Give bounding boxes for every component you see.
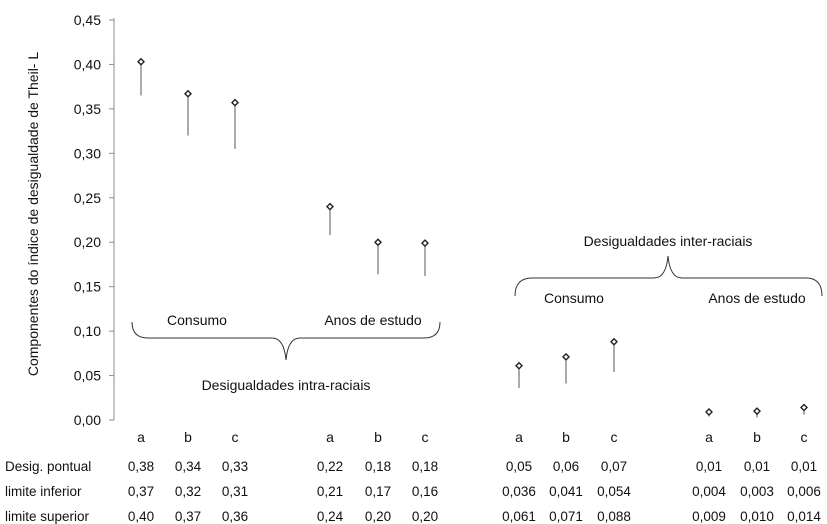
inter-anos-label: Anos de estudo <box>708 290 806 306</box>
y-axis-label: Componentes do índice de desigualdade de… <box>25 52 41 377</box>
category-label: a <box>515 429 523 445</box>
inter-consumo-label: Consumo <box>544 290 604 306</box>
table-cell: 0,006 <box>787 484 821 499</box>
category-label: c <box>422 429 429 445</box>
table-cell: 0,37 <box>175 509 201 524</box>
table-cell: 0,01 <box>744 459 770 474</box>
data-point-marker <box>374 238 382 247</box>
table-cell: 0,036 <box>502 484 536 499</box>
y-tick-label: 0,25 <box>74 190 101 206</box>
category-label: c <box>232 429 239 445</box>
y-tick-label: 0,10 <box>74 323 101 339</box>
group-braces: Consumo Anos de estudo Desigualdades intra… <box>131 233 823 393</box>
table-cell: 0,22 <box>317 459 343 474</box>
y-tick-label: 0,35 <box>74 101 101 117</box>
table-cell: 0,05 <box>506 459 532 474</box>
table-cell: 0,054 <box>597 484 631 499</box>
table-cell: 0,33 <box>222 459 248 474</box>
y-tick-label: 0,40 <box>74 56 101 72</box>
inter-group-label: Desigualdades inter-raciais <box>584 233 753 249</box>
table-cell: 0,014 <box>787 509 821 524</box>
table-cell: 0,07 <box>601 459 627 474</box>
y-tick-label: 0,30 <box>74 145 101 161</box>
table-cell: 0,004 <box>692 484 726 499</box>
table-cell: 0,061 <box>502 509 536 524</box>
data-point-marker <box>562 352 570 361</box>
intra-brace <box>131 321 441 361</box>
table-cell: 0,18 <box>365 459 391 474</box>
table-cell: 0,010 <box>740 509 774 524</box>
table-cell: 0,38 <box>128 459 154 474</box>
table-cell: 0,32 <box>175 484 201 499</box>
intra-group-label: Desigualdades intra-raciais <box>202 377 371 393</box>
data-point-marker <box>705 408 713 416</box>
data-point-marker <box>421 239 429 248</box>
category-label: a <box>705 429 713 445</box>
category-label: a <box>326 429 334 445</box>
data-point-marker <box>610 337 618 346</box>
table-cell: 0,20 <box>365 509 391 524</box>
inter-brace <box>514 255 823 297</box>
category-label: b <box>753 429 761 445</box>
table-cell: 0,009 <box>692 509 726 524</box>
table-cell: 0,37 <box>128 484 154 499</box>
table-cell: 0,36 <box>222 509 248 524</box>
table-row-label: limite superior <box>5 509 90 524</box>
y-tick-label: 0,20 <box>74 234 101 250</box>
data-point-marker <box>515 361 523 370</box>
table-cell: 0,21 <box>317 484 343 499</box>
table-cell: 0,20 <box>412 509 438 524</box>
table-cell: 0,071 <box>549 509 583 524</box>
data-points <box>137 57 808 418</box>
y-tick-label: 0,45 <box>74 12 101 28</box>
data-point-marker <box>326 202 334 211</box>
table-cell: 0,17 <box>365 484 391 499</box>
table-cell: 0,003 <box>740 484 774 499</box>
category-label: b <box>562 429 570 445</box>
table-cell: 0,18 <box>412 459 438 474</box>
table-cell: 0,041 <box>549 484 583 499</box>
table-cell: 0,01 <box>696 459 722 474</box>
category-label: b <box>374 429 382 445</box>
data-point-marker <box>184 89 192 98</box>
table-cell: 0,24 <box>317 509 344 524</box>
data-point-marker <box>231 98 239 107</box>
y-tick-label: 0,05 <box>74 368 101 384</box>
y-axis: 0,00 0,05 0,10 0,15 0,20 0,25 0,30 0,35 0,40 0,45 <box>74 12 115 428</box>
category-label: a <box>137 429 145 445</box>
table-cell: 0,06 <box>553 459 579 474</box>
category-label: b <box>184 429 192 445</box>
table-cell: 0,34 <box>175 459 202 474</box>
table-row-label: Desig. pontual <box>5 459 91 474</box>
table-cell: 0,31 <box>222 484 248 499</box>
data-point-marker <box>753 407 761 416</box>
category-label: c <box>611 429 618 445</box>
table-cell: 0,40 <box>128 509 154 524</box>
table-cell: 0,088 <box>597 509 631 524</box>
y-tick-label: 0,00 <box>74 412 101 428</box>
table-row-label: limite inferior <box>5 484 82 499</box>
data-point-marker <box>137 57 145 66</box>
values-table: Desig. pontual 0,38 0,34 0,33 0,22 0,18 0,18 0,… <box>5 459 821 524</box>
intra-consumo-label: Consumo <box>167 312 227 328</box>
intra-anos-label: Anos de estudo <box>324 312 422 328</box>
table-cell: 0,01 <box>791 459 817 474</box>
y-tick-label: 0,15 <box>74 279 101 295</box>
category-label: c <box>801 429 808 445</box>
data-point-marker <box>800 403 808 412</box>
table-cell: 0,16 <box>412 484 438 499</box>
